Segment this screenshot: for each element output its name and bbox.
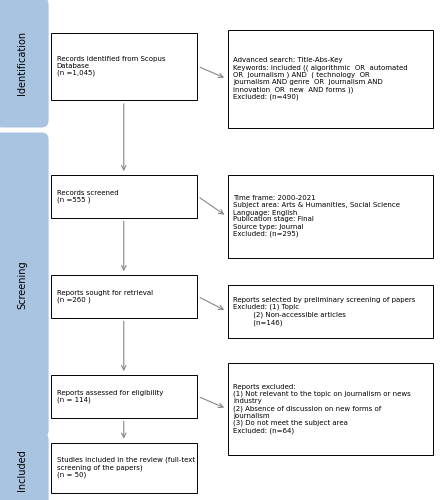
Text: Studies included in the review (full-text
screening of the papers)
(n = 50): Studies included in the review (full-tex… — [57, 457, 194, 478]
Text: Reports selected by preliminary screening of papers
Excluded: (1) Topic
        : Reports selected by preliminary screenin… — [233, 297, 416, 326]
FancyBboxPatch shape — [228, 285, 433, 338]
Text: Records identified from Scopus
Database
(n =1,045): Records identified from Scopus Database … — [57, 56, 165, 76]
Text: Records screened
(n =555 ): Records screened (n =555 ) — [57, 190, 118, 203]
Text: Reports sought for retrieval
(n =260 ): Reports sought for retrieval (n =260 ) — [57, 290, 152, 303]
Text: Reports assessed for eligibility
(n = 114): Reports assessed for eligibility (n = 11… — [57, 390, 163, 403]
FancyBboxPatch shape — [228, 175, 433, 258]
Text: Included: Included — [17, 449, 27, 491]
FancyBboxPatch shape — [0, 0, 49, 128]
Text: Screening: Screening — [17, 260, 27, 310]
Text: Time frame: 2000-2021
Subject area: Arts & Humanities, Social Science
Language: : Time frame: 2000-2021 Subject area: Arts… — [233, 196, 400, 237]
Text: Identification: Identification — [17, 30, 27, 94]
FancyBboxPatch shape — [0, 132, 49, 438]
FancyBboxPatch shape — [228, 30, 433, 128]
FancyBboxPatch shape — [51, 375, 197, 418]
FancyBboxPatch shape — [0, 432, 49, 500]
FancyBboxPatch shape — [228, 362, 433, 455]
Text: Advanced search: Title-Abs-Key
Keywords: included (( algorithmic  OR  automated
: Advanced search: Title-Abs-Key Keywords:… — [233, 57, 408, 100]
Text: Reports excluded:
(1) Not relevant to the topic on journalism or news
industry
(: Reports excluded: (1) Not relevant to th… — [233, 384, 411, 434]
FancyBboxPatch shape — [51, 275, 197, 318]
FancyBboxPatch shape — [51, 442, 197, 492]
FancyBboxPatch shape — [51, 32, 197, 100]
FancyBboxPatch shape — [51, 175, 197, 218]
